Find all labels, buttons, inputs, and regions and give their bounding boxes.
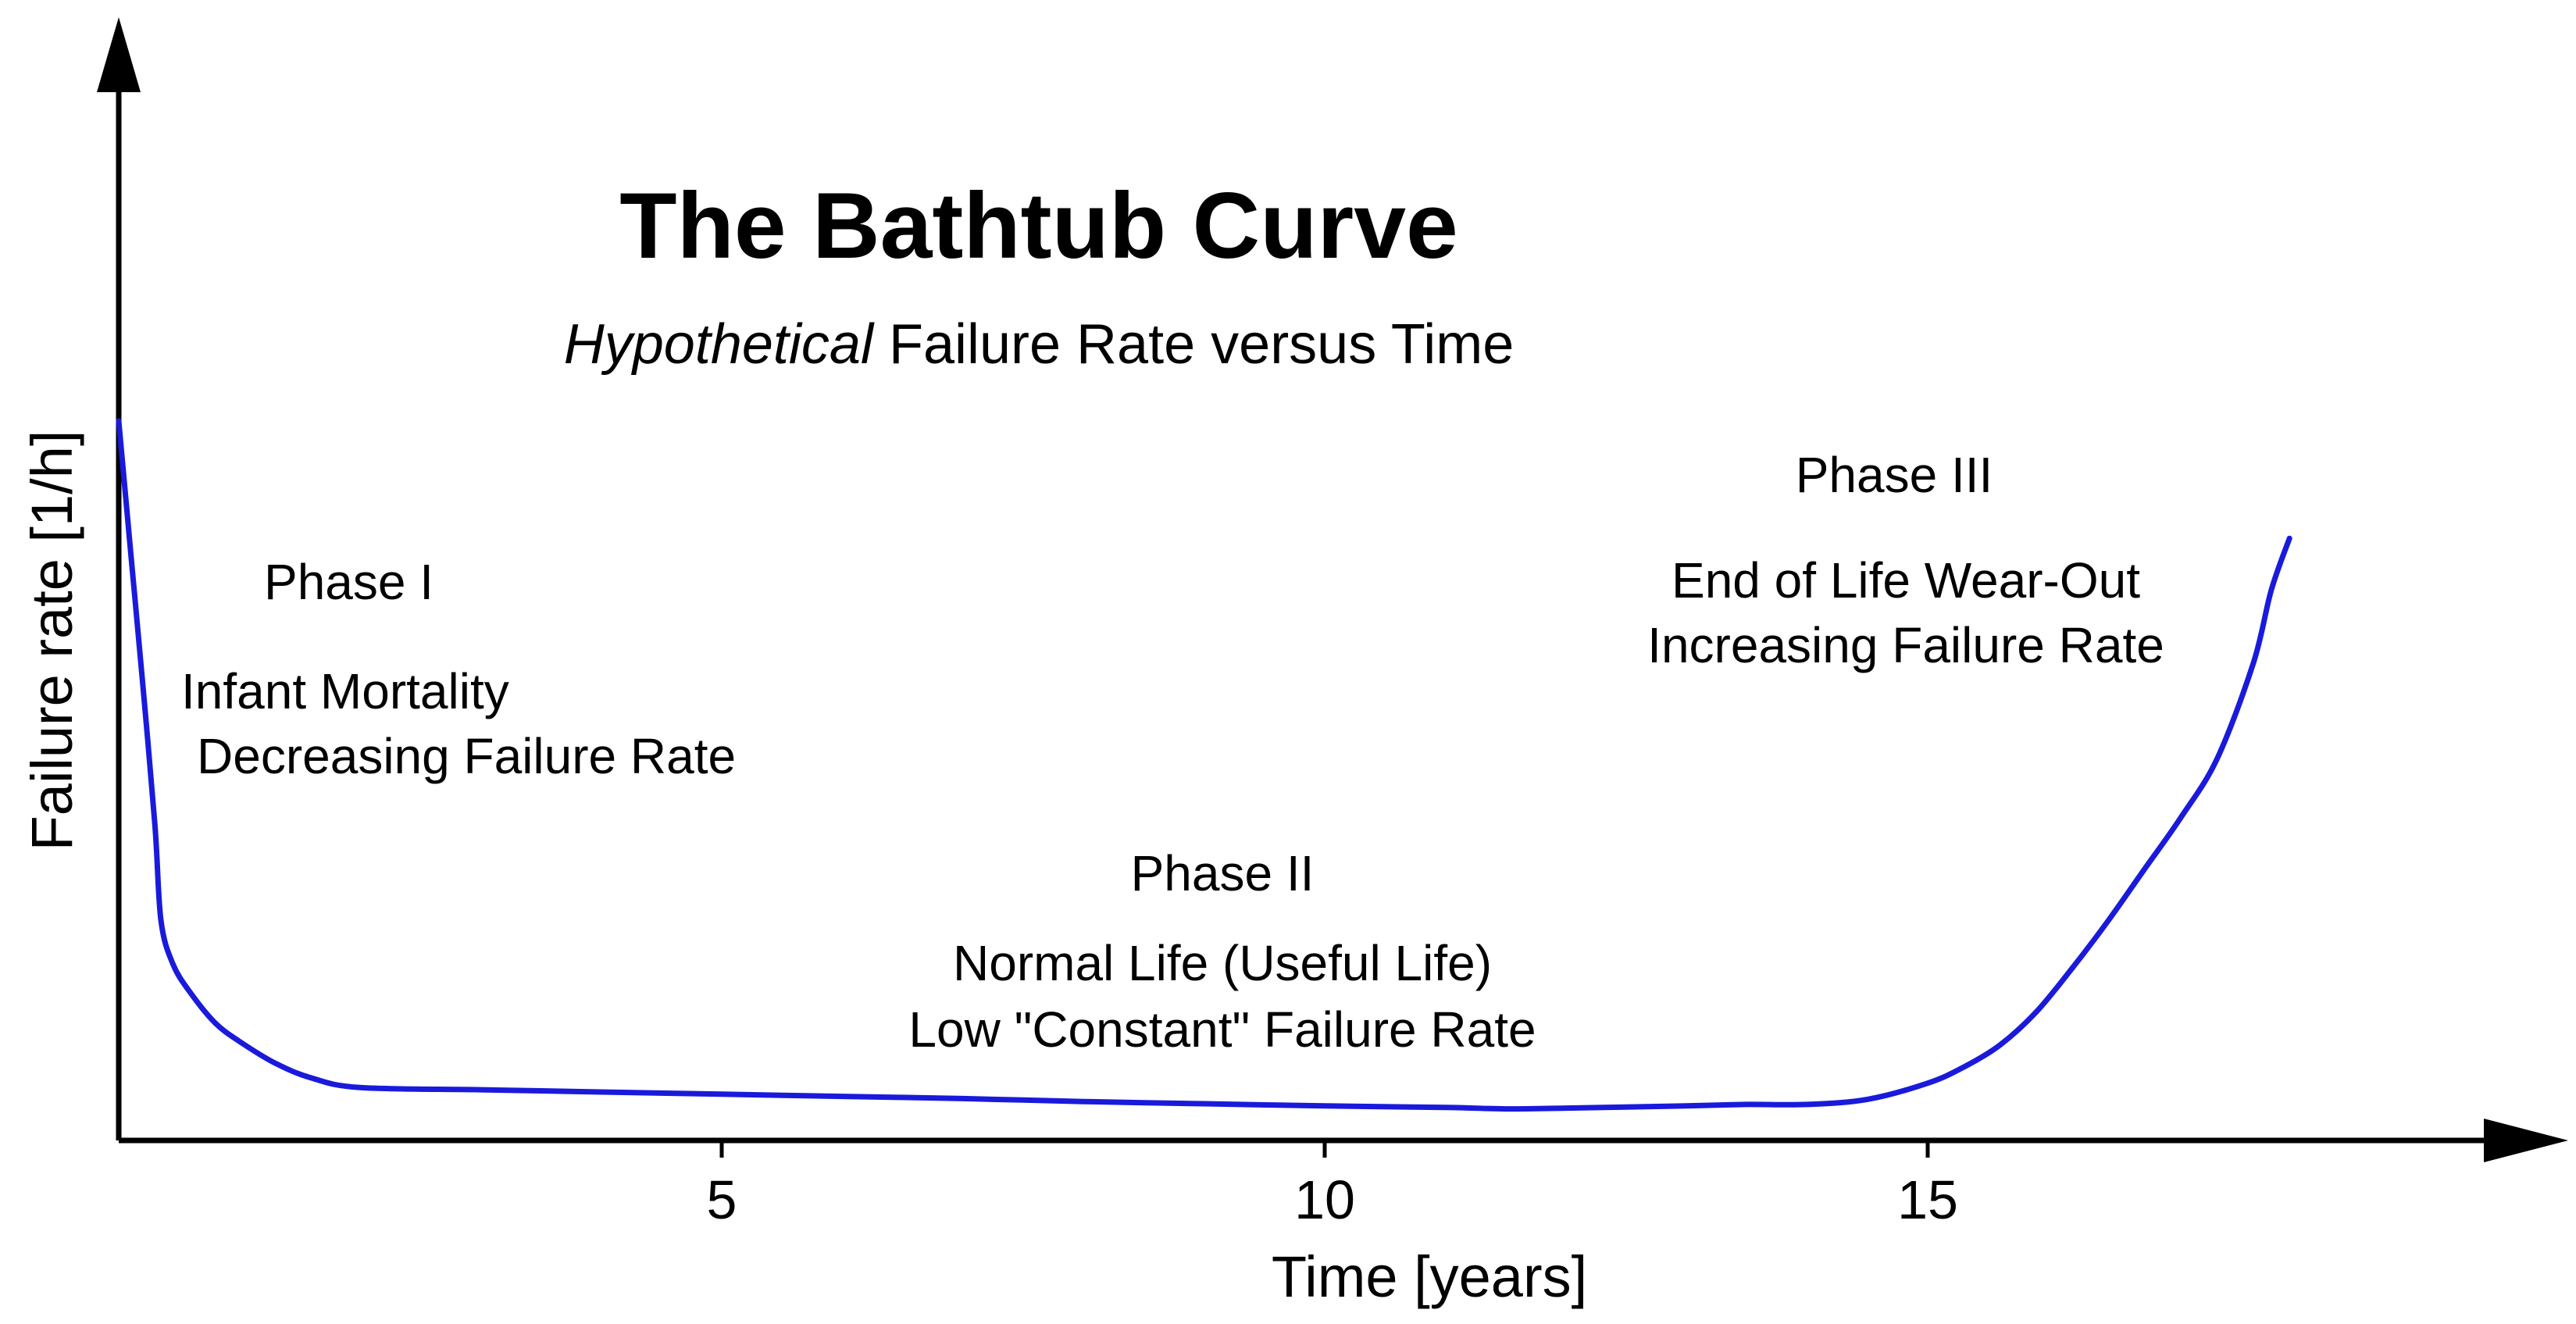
phase1-annotation: Phase I Infant Mortality Decreasing Fail… bbox=[181, 554, 736, 784]
axes bbox=[97, 17, 2568, 1162]
phase2-line1: Normal Life (Useful Life) bbox=[953, 935, 1492, 991]
x-ticks: 5 10 15 bbox=[707, 1140, 1958, 1230]
subtitle-rest-part: Failure Rate versus Time bbox=[873, 313, 1514, 376]
phase3-line1: End of Life Wear-Out bbox=[1672, 552, 2140, 608]
phase3-annotation: Phase III End of Life Wear-Out Increasin… bbox=[1647, 447, 2164, 673]
phase1-line1: Infant Mortality bbox=[181, 663, 509, 719]
phase3-heading: Phase III bbox=[1796, 447, 1993, 503]
phase2-line2: Low "Constant" Failure Rate bbox=[908, 1001, 1536, 1058]
phase1-heading: Phase I bbox=[264, 554, 433, 610]
subtitle-italic-part: Hypothetical bbox=[564, 313, 875, 376]
x-tick-label: 15 bbox=[1897, 1169, 1958, 1230]
phase3-line2: Increasing Failure Rate bbox=[1647, 617, 2164, 673]
chart-title: The Bathtub Curve bbox=[619, 173, 1457, 278]
phase1-line2: Decreasing Failure Rate bbox=[197, 728, 736, 784]
phase2-annotation: Phase II Normal Life (Useful Life) Low "… bbox=[908, 845, 1536, 1058]
chart-subtitle: Hypothetical Failure Rate versus Time bbox=[564, 313, 1514, 376]
x-axis-label: Time [years] bbox=[1272, 1244, 1587, 1309]
y-axis-arrowhead bbox=[97, 17, 141, 92]
phase2-heading: Phase II bbox=[1131, 845, 1315, 901]
x-tick-label: 5 bbox=[707, 1169, 737, 1230]
failure-rate-curve bbox=[116, 418, 2292, 1112]
x-axis-arrowhead bbox=[2484, 1119, 2568, 1162]
x-tick-label: 10 bbox=[1294, 1169, 1355, 1230]
y-axis-label: Failure rate [1/h] bbox=[20, 430, 84, 851]
